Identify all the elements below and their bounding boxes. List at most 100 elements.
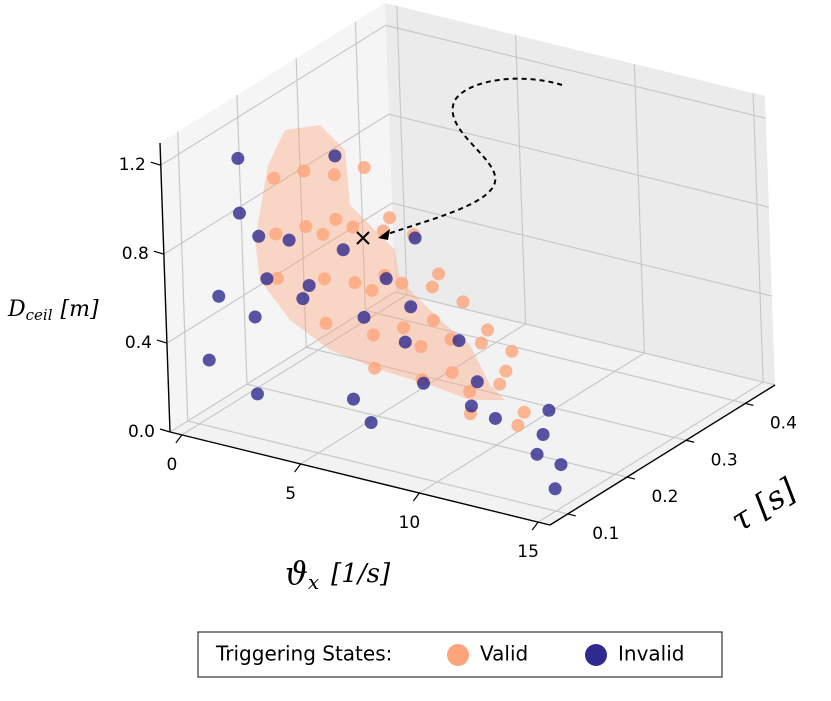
point: [252, 229, 266, 243]
point: [493, 377, 507, 391]
point: [296, 292, 310, 306]
point: [452, 334, 466, 348]
z-tick-label: 0.0: [128, 422, 155, 442]
point: [554, 458, 568, 472]
z-tick-label: 0.8: [122, 244, 149, 264]
legend-label: Invalid: [618, 642, 684, 666]
point: [328, 149, 342, 163]
point: [348, 276, 362, 290]
z-label-main: D: [7, 297, 26, 322]
point: [202, 353, 216, 367]
point: [250, 387, 264, 401]
point: [463, 384, 477, 398]
x-tick-label: 10: [399, 513, 421, 533]
point: [368, 361, 382, 375]
point: [364, 416, 378, 430]
grid-line: [160, 24, 387, 166]
grid-line: [365, 309, 746, 405]
grid-line: [391, 202, 773, 297]
grid-line: [300, 323, 526, 465]
point: [414, 340, 428, 354]
point: [481, 323, 495, 337]
point: [248, 310, 262, 324]
y-tick-label: 0.1: [592, 524, 619, 544]
point: [212, 289, 226, 303]
point: [327, 168, 341, 182]
point: [357, 160, 371, 174]
point: [426, 313, 440, 327]
point: [346, 220, 360, 234]
y-tick: [626, 476, 636, 480]
grid-line: [385, 24, 766, 119]
grid-line: [515, 34, 527, 324]
x-label-main: ϑ: [285, 554, 308, 592]
arrow-head: [378, 229, 390, 240]
grid-line: [306, 346, 687, 441]
z-tick: [156, 339, 168, 344]
point: [464, 399, 478, 413]
point: [408, 231, 422, 245]
y-tick: [686, 439, 695, 443]
point: [432, 267, 446, 281]
x-axis: [169, 431, 551, 526]
point: [425, 280, 439, 294]
point: [398, 335, 412, 349]
grid-line: [537, 381, 764, 523]
point: [336, 243, 350, 257]
point: [269, 227, 283, 241]
side-pane: [160, 3, 395, 432]
points: [202, 149, 568, 496]
grid-line: [236, 95, 248, 385]
y-label-unit: [s]: [747, 470, 803, 524]
valid-region: [255, 125, 505, 400]
z-axis: [159, 142, 171, 433]
point: [517, 405, 531, 419]
grid-line: [394, 291, 776, 386]
x-tick: [531, 521, 539, 531]
x-tick: [412, 492, 420, 502]
y-axis-label: τ[s]: [724, 470, 803, 539]
point: [395, 276, 409, 290]
axes: 0 5 10 15 0.1 0.2 0.3 0.4 0.0 0.4 0.8 1.2: [119, 142, 797, 562]
back-pane: [385, 3, 775, 385]
y-tick-label: 0.3: [711, 450, 738, 470]
point: [456, 295, 470, 309]
point: [536, 428, 550, 442]
z-label-unit: [m]: [61, 297, 99, 322]
x-tick-label: 5: [285, 484, 296, 504]
point: [232, 206, 246, 220]
z-tick-label: 0.4: [125, 333, 152, 353]
legend-label: Valid: [480, 642, 528, 666]
z-tick: [150, 161, 161, 166]
point: [445, 366, 459, 380]
grid-line: [187, 420, 568, 515]
point: [470, 375, 484, 389]
grid-line: [396, 5, 408, 295]
point: [383, 211, 397, 225]
grid-line: [752, 93, 764, 383]
x-tick-label: 15: [517, 542, 539, 562]
point: [530, 447, 544, 461]
z-tick: [153, 250, 165, 255]
point: [302, 278, 316, 292]
point: [396, 321, 410, 335]
point: [542, 403, 556, 417]
x-label-sub: x: [308, 570, 319, 594]
target-marker: [356, 231, 370, 245]
x-tick: [175, 434, 183, 444]
point: [548, 482, 562, 496]
point: [379, 272, 393, 286]
x-label-unit: [1/s]: [331, 559, 391, 589]
point: [297, 164, 311, 178]
point: [365, 283, 379, 297]
z-label-sub: ceil: [26, 306, 53, 324]
point: [231, 151, 245, 165]
point: [267, 171, 281, 185]
x-tick-label: 0: [166, 455, 177, 475]
point: [282, 233, 296, 247]
x-tick: [294, 463, 302, 473]
y-axis: [549, 384, 776, 526]
point: [319, 316, 333, 330]
point: [346, 392, 360, 406]
legend-title: Triggering States:: [215, 642, 392, 666]
